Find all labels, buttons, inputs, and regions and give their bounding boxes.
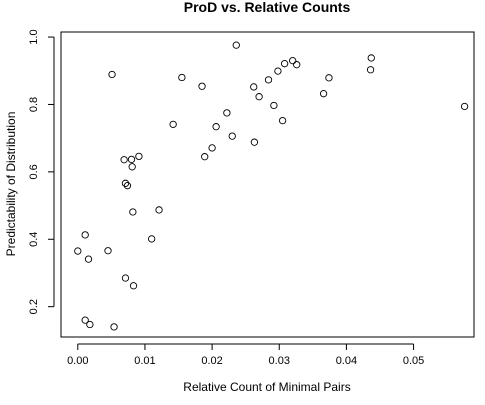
- data-point: [84, 255, 93, 263]
- data-point: [178, 73, 186, 82]
- x-axis-label: Relative Count of Minimal Pairs: [183, 380, 350, 394]
- data-point: [81, 231, 89, 239]
- data-point: [121, 179, 130, 187]
- data-point: [148, 235, 156, 243]
- y-axis: 0.2 0.4 0.6 0.8 1.0: [28, 29, 55, 314]
- data-point: [74, 247, 82, 255]
- data-point: [250, 138, 259, 146]
- data-point: [223, 109, 231, 117]
- data-point: [325, 74, 333, 82]
- data-point: [135, 152, 143, 161]
- data-point: [270, 101, 278, 110]
- data-point: [123, 182, 132, 190]
- data-point: [274, 67, 282, 75]
- data-point: [367, 54, 375, 62]
- x-axis: 0.00 0.01 0.02 0.03 0.04 0.05: [67, 343, 424, 367]
- data-point: [104, 247, 112, 255]
- data-point: [228, 132, 236, 140]
- data-point: [250, 83, 258, 91]
- data-point: [289, 56, 297, 65]
- data-point: [232, 41, 240, 49]
- data-point: [319, 90, 328, 98]
- data-point: [108, 70, 116, 79]
- data-point: [198, 82, 206, 90]
- y-tick-label: 0.8: [28, 97, 40, 112]
- data-point: [129, 208, 137, 216]
- y-tick-label: 1.0: [28, 29, 40, 44]
- x-tick-label: 0.04: [336, 355, 357, 367]
- data-point: [86, 320, 94, 329]
- data-point: [169, 120, 177, 128]
- x-tick-label: 0.03: [269, 355, 290, 367]
- data-point: [110, 323, 118, 331]
- y-tick-label: 0.2: [28, 299, 40, 314]
- data-point: [120, 156, 128, 164]
- data-point: [278, 116, 287, 125]
- data-point: [460, 102, 469, 111]
- data-point: [128, 163, 136, 171]
- data-point: [366, 66, 375, 74]
- data-point: [280, 60, 289, 68]
- x-tick-label: 0.01: [134, 355, 155, 367]
- plot-frame: [60, 31, 475, 338]
- y-tick-label: 0.4: [28, 232, 40, 247]
- data-point: [127, 155, 136, 164]
- data-point: [81, 316, 89, 324]
- data-points: [74, 41, 469, 331]
- data-point: [121, 274, 130, 282]
- data-point: [264, 76, 273, 84]
- data-point: [255, 93, 263, 101]
- y-tick-label: 0.6: [28, 164, 40, 179]
- x-tick-label: 0.02: [201, 355, 222, 367]
- data-point: [201, 153, 209, 161]
- data-point: [129, 282, 138, 290]
- data-point: [212, 123, 220, 131]
- data-point: [293, 61, 301, 69]
- y-axis-label: Predictability of Distribution: [4, 112, 18, 257]
- data-point: [155, 206, 163, 214]
- x-tick-label: 0.05: [403, 355, 424, 367]
- data-point: [208, 144, 216, 152]
- x-tick-label: 0.00: [67, 355, 88, 367]
- chart-title: ProD vs. Relative Counts: [184, 0, 351, 15]
